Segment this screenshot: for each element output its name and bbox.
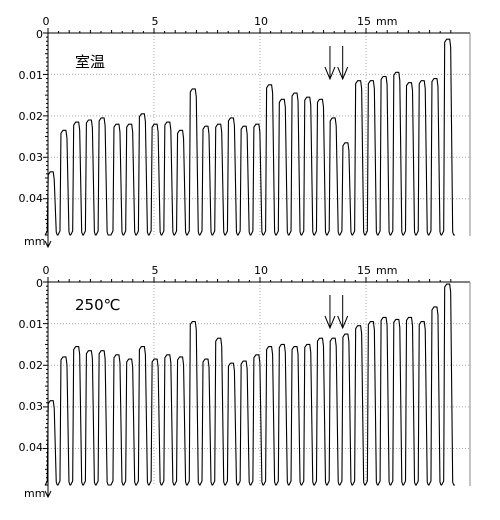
x-tick-10: 10	[254, 264, 268, 277]
down-arrow-head-icon	[337, 66, 349, 81]
y-tick-0.03: 0.03	[19, 400, 44, 413]
y-unit-label: mm	[24, 487, 45, 500]
down-arrow-head-icon	[337, 315, 349, 330]
plot-area	[43, 277, 471, 499]
y-tick-0.04: 0.04	[19, 192, 44, 205]
down-arrow-head-icon	[324, 66, 336, 81]
y-tick-0.01: 0.01	[19, 69, 44, 82]
y-axis-arrowhead	[44, 240, 52, 249]
y-axis-arrowhead	[44, 490, 52, 499]
profile-trace	[44, 38, 456, 236]
x-tick-15: 15	[357, 15, 371, 28]
x-tick-5: 5	[152, 15, 159, 28]
plot-area	[43, 28, 471, 249]
panel-250c: 0 5 10 15 mm 0 0.01 0.02 0.03 0.04 mm 25…	[19, 264, 398, 500]
x-tick-10: 10	[254, 15, 268, 28]
x-tick-0: 0	[43, 15, 50, 28]
x-tick-15: 15	[357, 264, 371, 277]
y-tick-0: 0	[36, 28, 43, 41]
down-arrow-head-icon	[324, 315, 336, 330]
y-tick-0.04: 0.04	[19, 441, 44, 454]
condition-label: 室温	[75, 53, 105, 71]
y-tick-0.01: 0.01	[19, 318, 44, 331]
x-tick-0: 0	[43, 264, 50, 277]
panel-room-temperature: 0 5 10 15 mm 0 0.01 0.02 0.03 0.04 mm 室温	[19, 15, 398, 248]
y-tick-0.02: 0.02	[19, 359, 44, 372]
condition-label: 250℃	[75, 296, 120, 314]
y-tick-0: 0	[36, 277, 43, 290]
y-unit-label: mm	[24, 235, 45, 248]
y-tick-0.02: 0.02	[19, 110, 44, 123]
x-tick-5: 5	[152, 264, 159, 277]
x-unit-label: mm	[376, 15, 397, 28]
x-unit-label: mm	[376, 264, 397, 277]
profile-trace	[44, 283, 456, 486]
y-tick-0.03: 0.03	[19, 151, 44, 164]
